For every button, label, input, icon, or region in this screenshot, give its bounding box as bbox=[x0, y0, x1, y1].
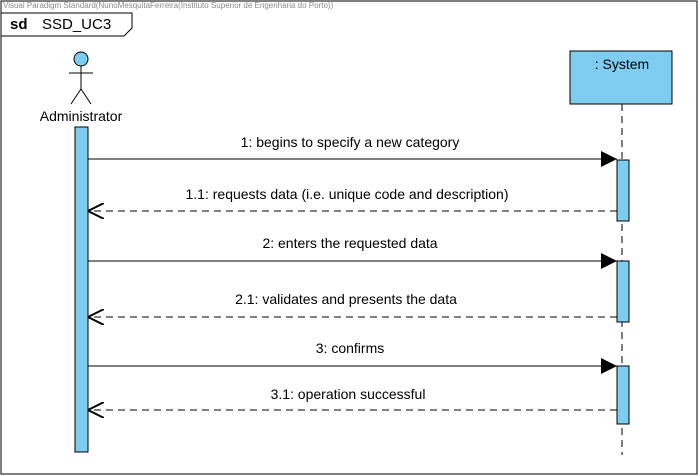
system-activation-bar-2 bbox=[616, 260, 630, 323]
message-3-1: 3.1: operation successful bbox=[88, 386, 617, 410]
message-3: 3: confirms bbox=[88, 340, 617, 374]
message-2-label: 2: enters the requested data bbox=[262, 235, 437, 251]
message-1: 1: begins to specify a new category bbox=[88, 134, 617, 167]
system-label: : System bbox=[595, 56, 649, 72]
system-activation-bar-3 bbox=[616, 365, 630, 425]
message-3-1-label: 3.1: operation successful bbox=[271, 386, 426, 402]
message-2-1: 2.1: validates and presents the data bbox=[88, 291, 617, 317]
administrator-activation-bar bbox=[74, 126, 89, 453]
frame-name: SSD_UC3 bbox=[42, 16, 111, 33]
message-1-label: 1: begins to specify a new category bbox=[241, 134, 460, 150]
message-1-1: 1.1: requests data (i.e. unique code and… bbox=[88, 186, 617, 211]
frame-keyword: sd bbox=[10, 16, 28, 33]
frame-label-tab bbox=[1, 12, 133, 37]
system-activation-bar-1 bbox=[616, 159, 630, 222]
message-3-label: 3: confirms bbox=[316, 340, 384, 356]
message-1-1-label: 1.1: requests data (i.e. unique code and… bbox=[186, 186, 509, 202]
administrator-actor-icon bbox=[69, 51, 93, 105]
watermark-text: Visual Paradigm Standard(NunoMesquitaFer… bbox=[3, 1, 334, 10]
system-participant-box bbox=[569, 50, 673, 105]
actor-label: Administrator bbox=[40, 108, 123, 124]
message-2: 2: enters the requested data bbox=[88, 235, 617, 269]
message-2-1-label: 2.1: validates and presents the data bbox=[235, 291, 457, 307]
